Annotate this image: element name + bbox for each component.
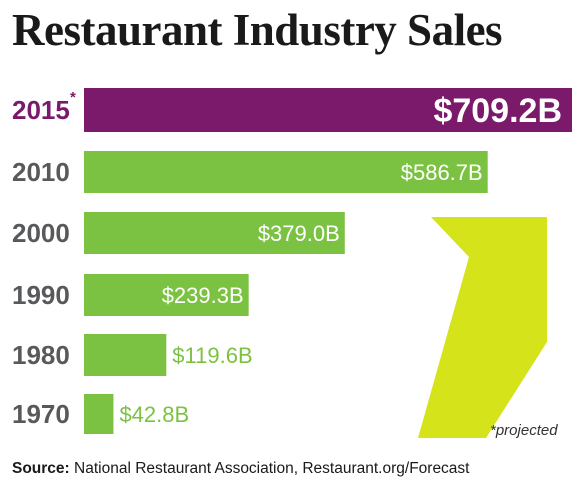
value-label-1970: $42.8B <box>119 402 189 427</box>
bar-1970 <box>84 394 114 434</box>
year-label-1970: 1970 <box>12 399 70 429</box>
year-label-2010: 2010 <box>12 157 70 187</box>
value-label-2000: $379.0B <box>258 221 340 246</box>
bar-1990 <box>84 274 249 316</box>
year-label-1990: 1990 <box>12 280 70 310</box>
source-text: National Restaurant Association, Restaur… <box>74 460 470 477</box>
growth-arrow <box>418 217 547 438</box>
year-label-2015: 2015 <box>12 95 70 125</box>
value-label-1980: $119.6B <box>172 343 252 368</box>
bar-1980 <box>84 334 167 376</box>
chart-title: Restaurant Industry Sales <box>12 5 503 55</box>
bar-2010 <box>84 151 488 193</box>
source-line: Source: National Restaurant Association,… <box>12 460 470 478</box>
year-label-2000: 2000 <box>12 218 70 248</box>
bar-2000 <box>84 212 345 254</box>
projected-footnote: *projected <box>490 422 558 439</box>
projected-asterisk: * <box>70 89 76 106</box>
value-label-2010: $586.7B <box>401 160 483 185</box>
source-label: Source: <box>12 460 70 477</box>
bar-2015-highlight <box>84 88 572 132</box>
year-label-1980: 1980 <box>12 340 70 370</box>
value-label-2015: $709.2B <box>433 92 562 130</box>
value-label-1990: $239.3B <box>162 283 244 308</box>
